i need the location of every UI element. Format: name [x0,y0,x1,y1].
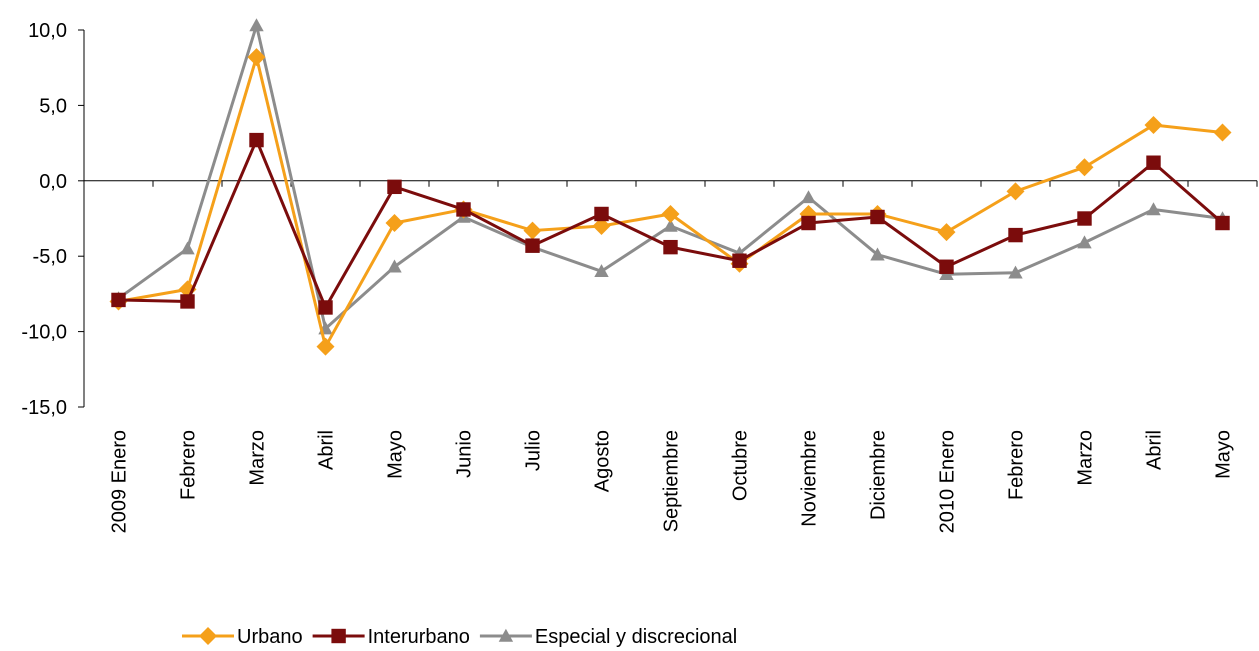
data-point-diamond [1075,158,1094,177]
x-tick-label: Abril [316,430,338,470]
x-tick-label: Junio [454,430,476,478]
series-interurbano [111,132,1230,315]
data-point-square [180,294,195,309]
data-point-square [594,206,609,222]
data-point-triangle [1077,235,1092,249]
data-point-triangle [180,241,195,255]
data-point-diamond [247,48,266,67]
data-point-square [331,628,346,644]
x-tick-label: Marzo [1075,430,1097,486]
x-tick-label: Septiembre [661,430,683,532]
data-point-square [1146,155,1161,170]
legend-item: Urbano [182,626,303,648]
data-point-diamond [316,337,335,356]
data-point-square [1215,215,1230,231]
x-tick-label: Julio [523,430,545,471]
legend-label: Interurbano [368,626,470,648]
data-point-square [387,179,402,195]
y-tick-label: -10,0 [21,322,67,344]
chart-legend: Urbano Interurbano Especial y discrecional [182,626,737,648]
data-point-diamond [199,627,217,645]
data-point-square [801,215,816,231]
data-point-diamond [523,221,542,240]
data-point-diamond [1144,116,1163,135]
data-point-square [525,238,540,253]
series-line [118,55,1223,349]
legend-item: Especial y discrecional [479,626,737,648]
y-tick-label: 10,0 [28,20,67,42]
legend-item: Interurbano [312,626,470,648]
x-tick-label: Noviembre [799,430,821,527]
x-tick-label: Febrero [178,430,200,500]
y-tick-label: 5,0 [39,95,67,117]
data-point-square [111,292,126,308]
legend-label: Especial y discrecional [535,626,737,648]
data-point-triangle [249,18,264,32]
y-tick-label: -15,0 [21,397,67,419]
data-point-triangle [801,190,816,204]
y-tick-label: 0,0 [39,171,67,193]
data-point-diamond [661,204,680,223]
x-tick-label: Mayo [1213,430,1235,479]
x-tick-label: Marzo [247,430,269,486]
data-point-triangle [594,264,609,278]
x-tick-label: Octubre [730,430,752,501]
data-point-square [939,259,954,274]
y-tick-label: -5,0 [33,246,67,268]
data-point-triangle [498,628,514,642]
data-point-diamond [385,214,404,233]
data-point-square [318,300,333,315]
data-point-square [732,253,747,268]
x-tick-label: Febrero [1006,430,1028,500]
x-tick-label: Diciembre [868,430,890,520]
data-point-square [456,202,471,217]
data-point-triangle [1008,265,1023,279]
data-point-square [1008,227,1023,243]
x-tick-label: 2009 Enero [109,430,131,533]
data-point-triangle [1146,202,1161,216]
x-axis-tick-labels: 2009 Enero Febrero Marzo Abril Mayo Junio Juli… [109,430,1235,533]
x-tick-label: Abril [1144,430,1166,470]
data-point-diamond [937,223,956,242]
x-tick-label: 2010 Enero [937,430,959,533]
data-point-triangle [870,247,885,261]
data-point-square [1077,211,1092,226]
data-point-triangle [387,259,402,273]
data-point-square [249,132,264,148]
x-tick-label: Mayo [385,430,407,479]
data-point-diamond [1213,123,1232,142]
series-urbano [109,48,1232,356]
x-tick-label: Agosto [592,430,614,492]
chart-series [109,18,1232,356]
y-axis-ticks: 10,0 5,0 0,0 -5,0 -10,0 -15,0 [21,20,84,419]
data-point-triangle [663,218,678,232]
data-point-square [663,239,678,255]
legend-label: Urbano [237,626,303,648]
data-point-diamond [592,217,611,236]
data-point-square [870,209,885,225]
data-point-diamond [1006,182,1025,201]
